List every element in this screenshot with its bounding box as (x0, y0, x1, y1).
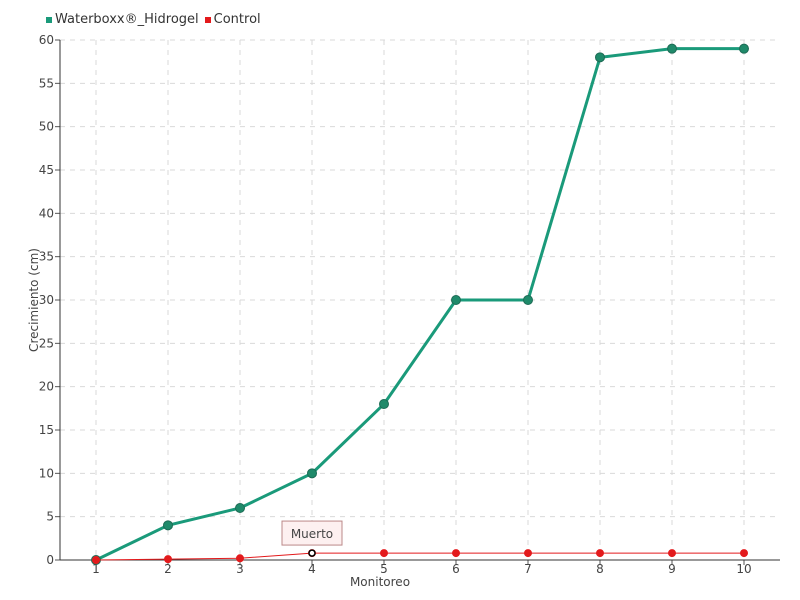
y-tick-label: 40 (39, 206, 54, 220)
data-point-control[interactable] (92, 556, 100, 564)
data-point-control[interactable] (668, 549, 676, 558)
y-axis-title: Crecimiento (cm) (27, 248, 41, 352)
y-tick-label: 45 (39, 163, 54, 177)
annotation-marker (308, 549, 316, 557)
data-point-waterboxx[interactable] (307, 468, 317, 479)
data-point-waterboxx[interactable] (523, 295, 533, 305)
y-tick-label: 20 (39, 380, 54, 394)
y-tick-label: 30 (39, 293, 54, 307)
y-tick-label: 55 (39, 76, 54, 90)
x-tick-label: 8 (596, 562, 604, 576)
data-point-control[interactable] (164, 555, 172, 564)
series-line-control (95, 552, 744, 561)
y-tick-label: 15 (39, 423, 54, 437)
data-point-waterboxx[interactable] (235, 503, 245, 513)
x-tick-label: 7 (524, 562, 532, 576)
legend-swatch-waterboxx (46, 16, 52, 23)
annotation-box (281, 520, 343, 546)
y-tick-label: 35 (39, 250, 54, 264)
legend-item-control[interactable]: Control (204, 12, 261, 27)
y-tick-label: 60 (39, 33, 54, 47)
data-point-control[interactable] (236, 554, 244, 563)
x-axis-title: Monitoreo (350, 575, 410, 589)
y-tick-label: 25 (39, 336, 54, 350)
series-line-waterboxx (95, 47, 744, 562)
legend-label-control: Control (213, 12, 261, 27)
data-point-control[interactable] (380, 549, 388, 558)
x-tick-label: 5 (380, 562, 388, 576)
data-point-control[interactable] (740, 549, 748, 558)
data-point-waterboxx[interactable] (667, 43, 677, 54)
x-tick-label: 4 (308, 562, 316, 576)
data-point-control[interactable] (452, 549, 460, 558)
y-tick-label: 5 (46, 510, 54, 524)
legend: Waterboxx®_Hidrogel Control (46, 12, 261, 27)
data-point-control[interactable] (596, 549, 604, 558)
annotation-label: Muerto (291, 527, 333, 541)
x-tick-label: 2 (164, 562, 172, 576)
data-point-waterboxx[interactable] (163, 520, 173, 531)
legend-item-waterboxx[interactable]: Waterboxx®_Hidrogel (46, 12, 199, 27)
x-tick-label: 1 (92, 562, 100, 576)
legend-swatch-control (204, 16, 211, 23)
data-point-waterboxx[interactable] (379, 399, 389, 409)
legend-label-waterboxx: Waterboxx®_Hidrogel (55, 12, 199, 27)
x-tick-label: 3 (236, 562, 244, 576)
data-point-waterboxx[interactable] (595, 52, 605, 63)
y-tick-label: 0 (46, 553, 54, 567)
x-tick-label: 9 (668, 562, 676, 576)
data-point-waterboxx[interactable] (739, 43, 749, 54)
data-point-waterboxx[interactable] (451, 295, 461, 305)
y-tick-label: 50 (39, 120, 54, 134)
x-tick-label: 6 (452, 562, 460, 576)
data-point-control[interactable] (524, 549, 532, 558)
y-tick-label: 10 (39, 466, 54, 480)
x-tick-label: 10 (736, 562, 751, 576)
